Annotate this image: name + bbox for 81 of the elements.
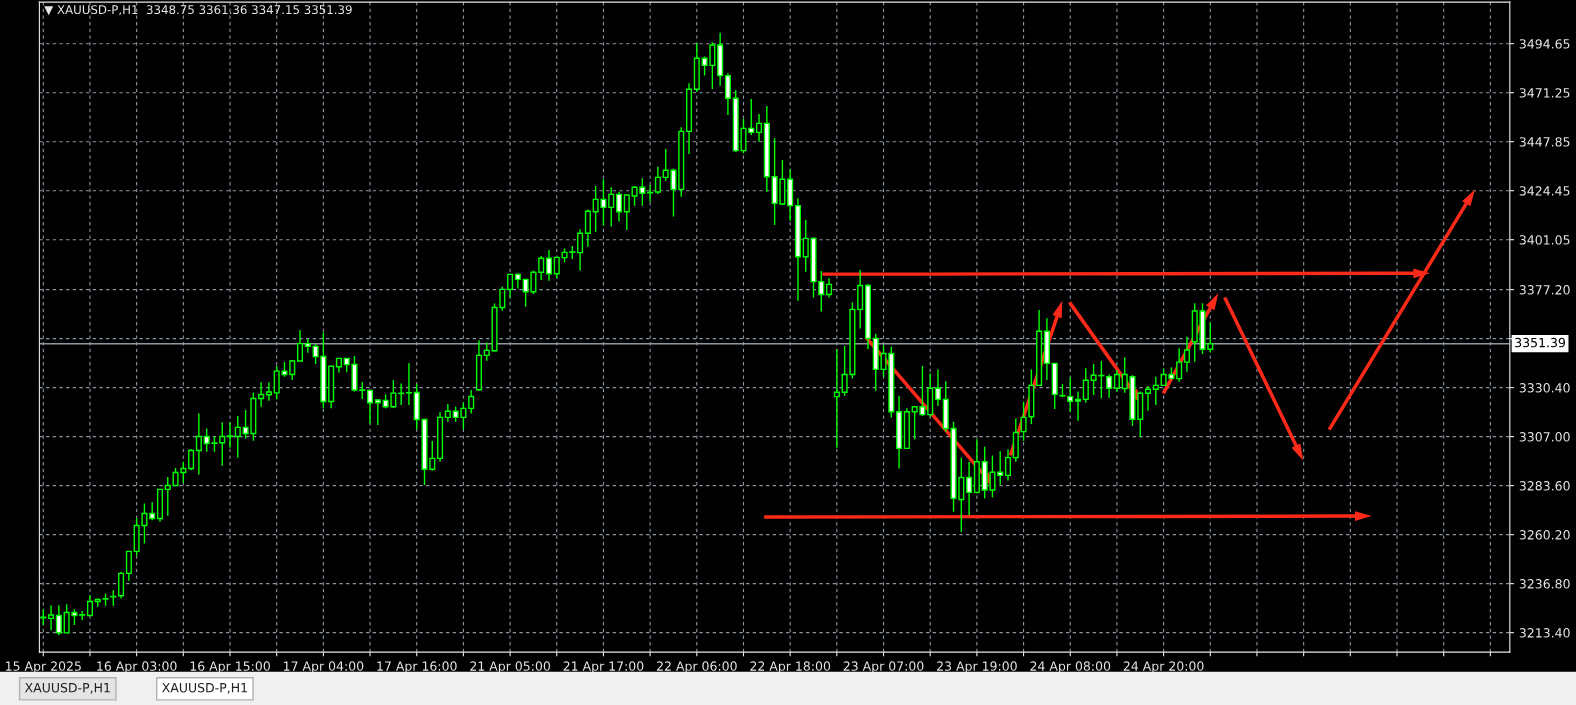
candlestick xyxy=(584,208,591,248)
candlestick xyxy=(553,256,560,280)
candlestick xyxy=(86,594,93,617)
candlestick xyxy=(1067,376,1074,413)
candlestick xyxy=(1020,400,1027,442)
candlestick xyxy=(188,448,195,471)
x-tick-label: 15 Apr 2025 xyxy=(6,661,81,674)
candlestick xyxy=(1004,448,1012,482)
chart-title: ▼ XAUUSD-P,H1 3348.75 3361.36 3347.15 3351.39 xyxy=(44,5,352,16)
candlestick xyxy=(149,501,156,521)
candlestick xyxy=(265,381,272,402)
candlestick xyxy=(374,398,381,426)
x-tick-label: 21 Apr 17:00 xyxy=(563,661,644,674)
y-tick-label: 3447.85 xyxy=(1519,137,1570,147)
x-tick-label: 16 Apr 15:00 xyxy=(190,661,270,674)
y-tick-label: 3471.25 xyxy=(1519,88,1570,98)
candlestick xyxy=(833,348,840,449)
candlestick xyxy=(1106,373,1113,399)
y-tick-label: 3260.20 xyxy=(1519,530,1570,540)
candlestick xyxy=(647,184,654,203)
candlestick xyxy=(195,412,202,476)
candlestick xyxy=(1183,336,1190,373)
candlestick xyxy=(857,269,864,330)
x-tick-label: 22 Apr 18:00 xyxy=(750,661,831,674)
candlestick xyxy=(507,273,514,299)
x-tick-label: 23 Apr 19:00 xyxy=(937,661,1017,674)
y-tick-label: 3401.05 xyxy=(1519,235,1570,245)
y-tick-label: 3494.65 xyxy=(1519,39,1570,49)
candlestick xyxy=(226,421,234,449)
candlestick xyxy=(538,255,545,281)
candlestick xyxy=(367,389,374,425)
text: XAUUSD-P,H1 xyxy=(162,682,247,694)
text: XAUUSD-P,H1 xyxy=(24,682,110,694)
candlestick xyxy=(997,450,1004,486)
x-tick-label: 17 Apr 16:00 xyxy=(377,661,457,674)
y-tick-label: 3377.20 xyxy=(1519,285,1570,295)
candlestick xyxy=(296,329,304,362)
candlestick xyxy=(48,604,55,631)
y-tick-label: 3213.40 xyxy=(1519,628,1570,638)
candlestick xyxy=(608,186,615,228)
candlestick xyxy=(289,359,296,381)
candlestick xyxy=(826,277,833,299)
candlestick xyxy=(934,368,942,407)
candlestick xyxy=(79,610,86,621)
x-tick-label: 23 Apr 07:00 xyxy=(843,661,924,674)
candlestick xyxy=(125,550,132,582)
x-tick-label: 24 Apr 20:00 xyxy=(1123,661,1204,674)
ref-line-label: 3351.39 xyxy=(1515,337,1566,348)
x-tick-label: 17 Apr 04:00 xyxy=(283,661,364,674)
x-tick-label: 24 Apr 08:00 xyxy=(1030,661,1111,674)
candlestick xyxy=(654,166,661,195)
y-tick-label: 3283.60 xyxy=(1519,481,1570,491)
y-tick-label: 3424.45 xyxy=(1519,186,1570,196)
candlestick xyxy=(304,337,311,354)
x-tick-label: 22 Apr 06:00 xyxy=(656,661,737,674)
candlestick xyxy=(258,381,265,408)
candlestick xyxy=(545,249,553,282)
candlestick xyxy=(1176,347,1183,383)
x-tick-label: 16 Apr 03:00 xyxy=(97,661,177,674)
y-tick-label: 3236.80 xyxy=(1519,579,1570,589)
candlestick xyxy=(1074,390,1082,422)
y-tick-label: 3330.40 xyxy=(1519,383,1570,393)
candlestick xyxy=(468,389,475,415)
candlestick xyxy=(724,72,731,116)
y-tick-label: 3307.00 xyxy=(1519,432,1570,442)
candlestick xyxy=(1082,367,1089,404)
candlestick xyxy=(234,415,241,459)
candlestick xyxy=(615,190,623,223)
candlestick xyxy=(118,571,125,600)
x-tick-label: 21 Apr 05:00 xyxy=(470,661,551,674)
candlestick xyxy=(219,421,226,467)
candlestick xyxy=(405,362,412,406)
candlestick xyxy=(966,461,973,516)
candlestick xyxy=(55,604,62,636)
candlestick xyxy=(1113,369,1120,393)
candlestick xyxy=(164,476,171,517)
candlestick xyxy=(1145,385,1152,412)
candlestick xyxy=(1152,376,1159,406)
candlestick xyxy=(756,113,763,143)
candlestick xyxy=(577,228,584,272)
candlestick xyxy=(623,194,630,231)
